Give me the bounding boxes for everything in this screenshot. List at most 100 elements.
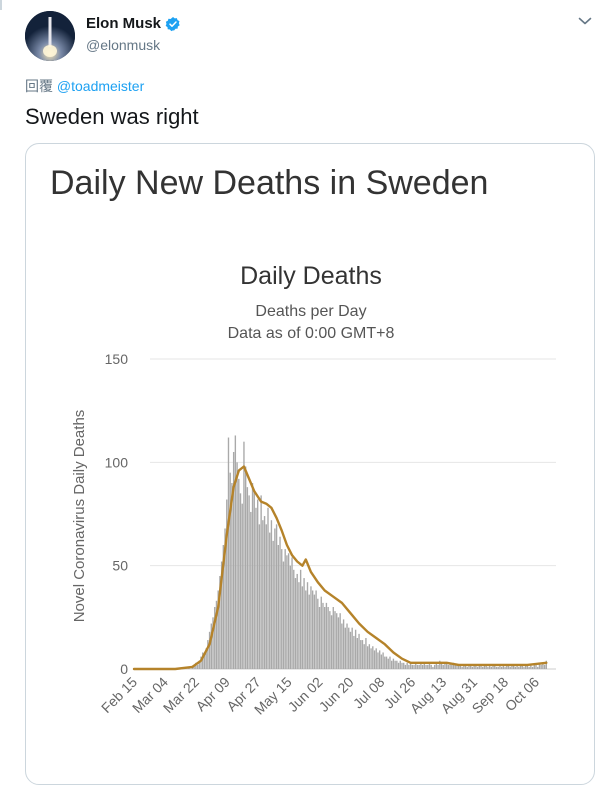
- bar: [523, 666, 525, 669]
- y-axis-label: Novel Coronavirus Daily Deaths: [71, 410, 88, 623]
- bar: [537, 666, 539, 669]
- bar: [375, 648, 377, 669]
- bar: [277, 545, 279, 669]
- avatar-rocket-launch-image: [25, 11, 75, 61]
- bar: [330, 615, 333, 669]
- bar: [217, 590, 219, 669]
- bar: [274, 528, 276, 669]
- bar: [487, 666, 489, 669]
- bar: [463, 664, 465, 669]
- bar: [267, 507, 269, 669]
- bar: [482, 666, 484, 669]
- bar: [433, 664, 436, 669]
- bar: [281, 549, 283, 669]
- bar: [425, 664, 427, 669]
- bar: [476, 666, 479, 669]
- bar: [525, 664, 527, 669]
- x-tick-label: Jun 20: [316, 674, 357, 715]
- bar: [299, 569, 302, 669]
- bar: [298, 582, 300, 669]
- bar: [232, 452, 235, 669]
- y-tick-label: 50: [112, 558, 128, 574]
- bar: [488, 664, 491, 669]
- y-tick-label: 150: [105, 351, 129, 367]
- bar: [380, 654, 383, 669]
- bar: [238, 478, 240, 669]
- bar: [526, 664, 529, 669]
- bar: [542, 662, 544, 669]
- bar: [212, 617, 214, 669]
- bar: [301, 586, 304, 669]
- bar: [514, 666, 517, 669]
- bar: [224, 528, 226, 669]
- bar: [473, 664, 475, 669]
- bar: [200, 656, 202, 669]
- bar: [258, 524, 261, 669]
- display-name[interactable]: Elon Musk: [86, 15, 162, 32]
- bar: [318, 607, 321, 669]
- bar: [391, 660, 393, 669]
- bar: [370, 648, 372, 669]
- bar: [305, 590, 307, 669]
- bar: [458, 664, 460, 669]
- bar: [344, 627, 346, 669]
- bar: [322, 602, 324, 669]
- bar: [456, 664, 458, 669]
- bar: [275, 524, 278, 669]
- media-card[interactable]: Daily New Deaths in Sweden Daily Deaths D…: [25, 143, 595, 785]
- bar: [411, 664, 413, 669]
- bar: [210, 623, 212, 669]
- bar: [509, 666, 511, 669]
- bar: [239, 493, 242, 669]
- user-handle[interactable]: @elonmusk: [86, 37, 161, 53]
- bar: [289, 565, 292, 669]
- bar: [234, 435, 237, 669]
- bar: [530, 664, 532, 669]
- x-tick-label: Oct 06: [502, 674, 543, 715]
- bar: [504, 666, 506, 669]
- bar: [351, 627, 353, 669]
- bar: [518, 666, 520, 669]
- bar: [303, 578, 305, 669]
- bar: [545, 660, 547, 669]
- bar: [430, 664, 432, 669]
- reply-to-link[interactable]: @toadmeister: [56, 78, 145, 94]
- x-tick-label: Mar 22: [160, 674, 202, 716]
- card-title: Daily New Deaths in Sweden: [50, 164, 489, 202]
- bar: [406, 662, 408, 669]
- bar: [215, 600, 218, 669]
- bar: [447, 664, 450, 669]
- bar: [296, 573, 298, 669]
- bar: [432, 666, 434, 669]
- bar: [196, 664, 199, 669]
- bar: [494, 664, 496, 669]
- bar: [521, 664, 523, 669]
- bar: [480, 664, 482, 669]
- bar: [315, 590, 317, 669]
- bar: [427, 664, 429, 669]
- bar: [423, 662, 426, 669]
- bar: [291, 557, 293, 669]
- reply-prefix: 回覆: [25, 78, 53, 94]
- bar: [451, 664, 453, 669]
- bar: [384, 656, 386, 669]
- bar: [208, 631, 211, 669]
- bar: [248, 495, 250, 669]
- bar: [435, 662, 438, 669]
- bar: [409, 662, 412, 669]
- bar: [222, 545, 225, 669]
- bar: [202, 652, 204, 669]
- chevron-down-icon[interactable]: [578, 16, 592, 26]
- bar: [308, 594, 310, 669]
- bar: [227, 437, 230, 669]
- bar: [454, 664, 456, 669]
- x-tick-label: Apr 09: [192, 674, 233, 715]
- bar: [250, 511, 252, 669]
- bar: [286, 555, 288, 669]
- bar: [421, 664, 424, 669]
- avatar[interactable]: [25, 11, 75, 61]
- bar: [214, 607, 216, 669]
- bar: [440, 662, 443, 669]
- bar: [270, 520, 273, 669]
- chart-subtitle: Deaths per Day: [255, 303, 366, 320]
